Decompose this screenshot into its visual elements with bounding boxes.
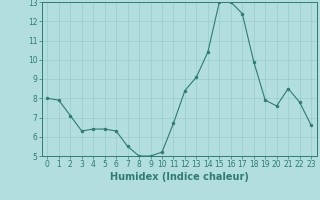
X-axis label: Humidex (Indice chaleur): Humidex (Indice chaleur) <box>110 172 249 182</box>
